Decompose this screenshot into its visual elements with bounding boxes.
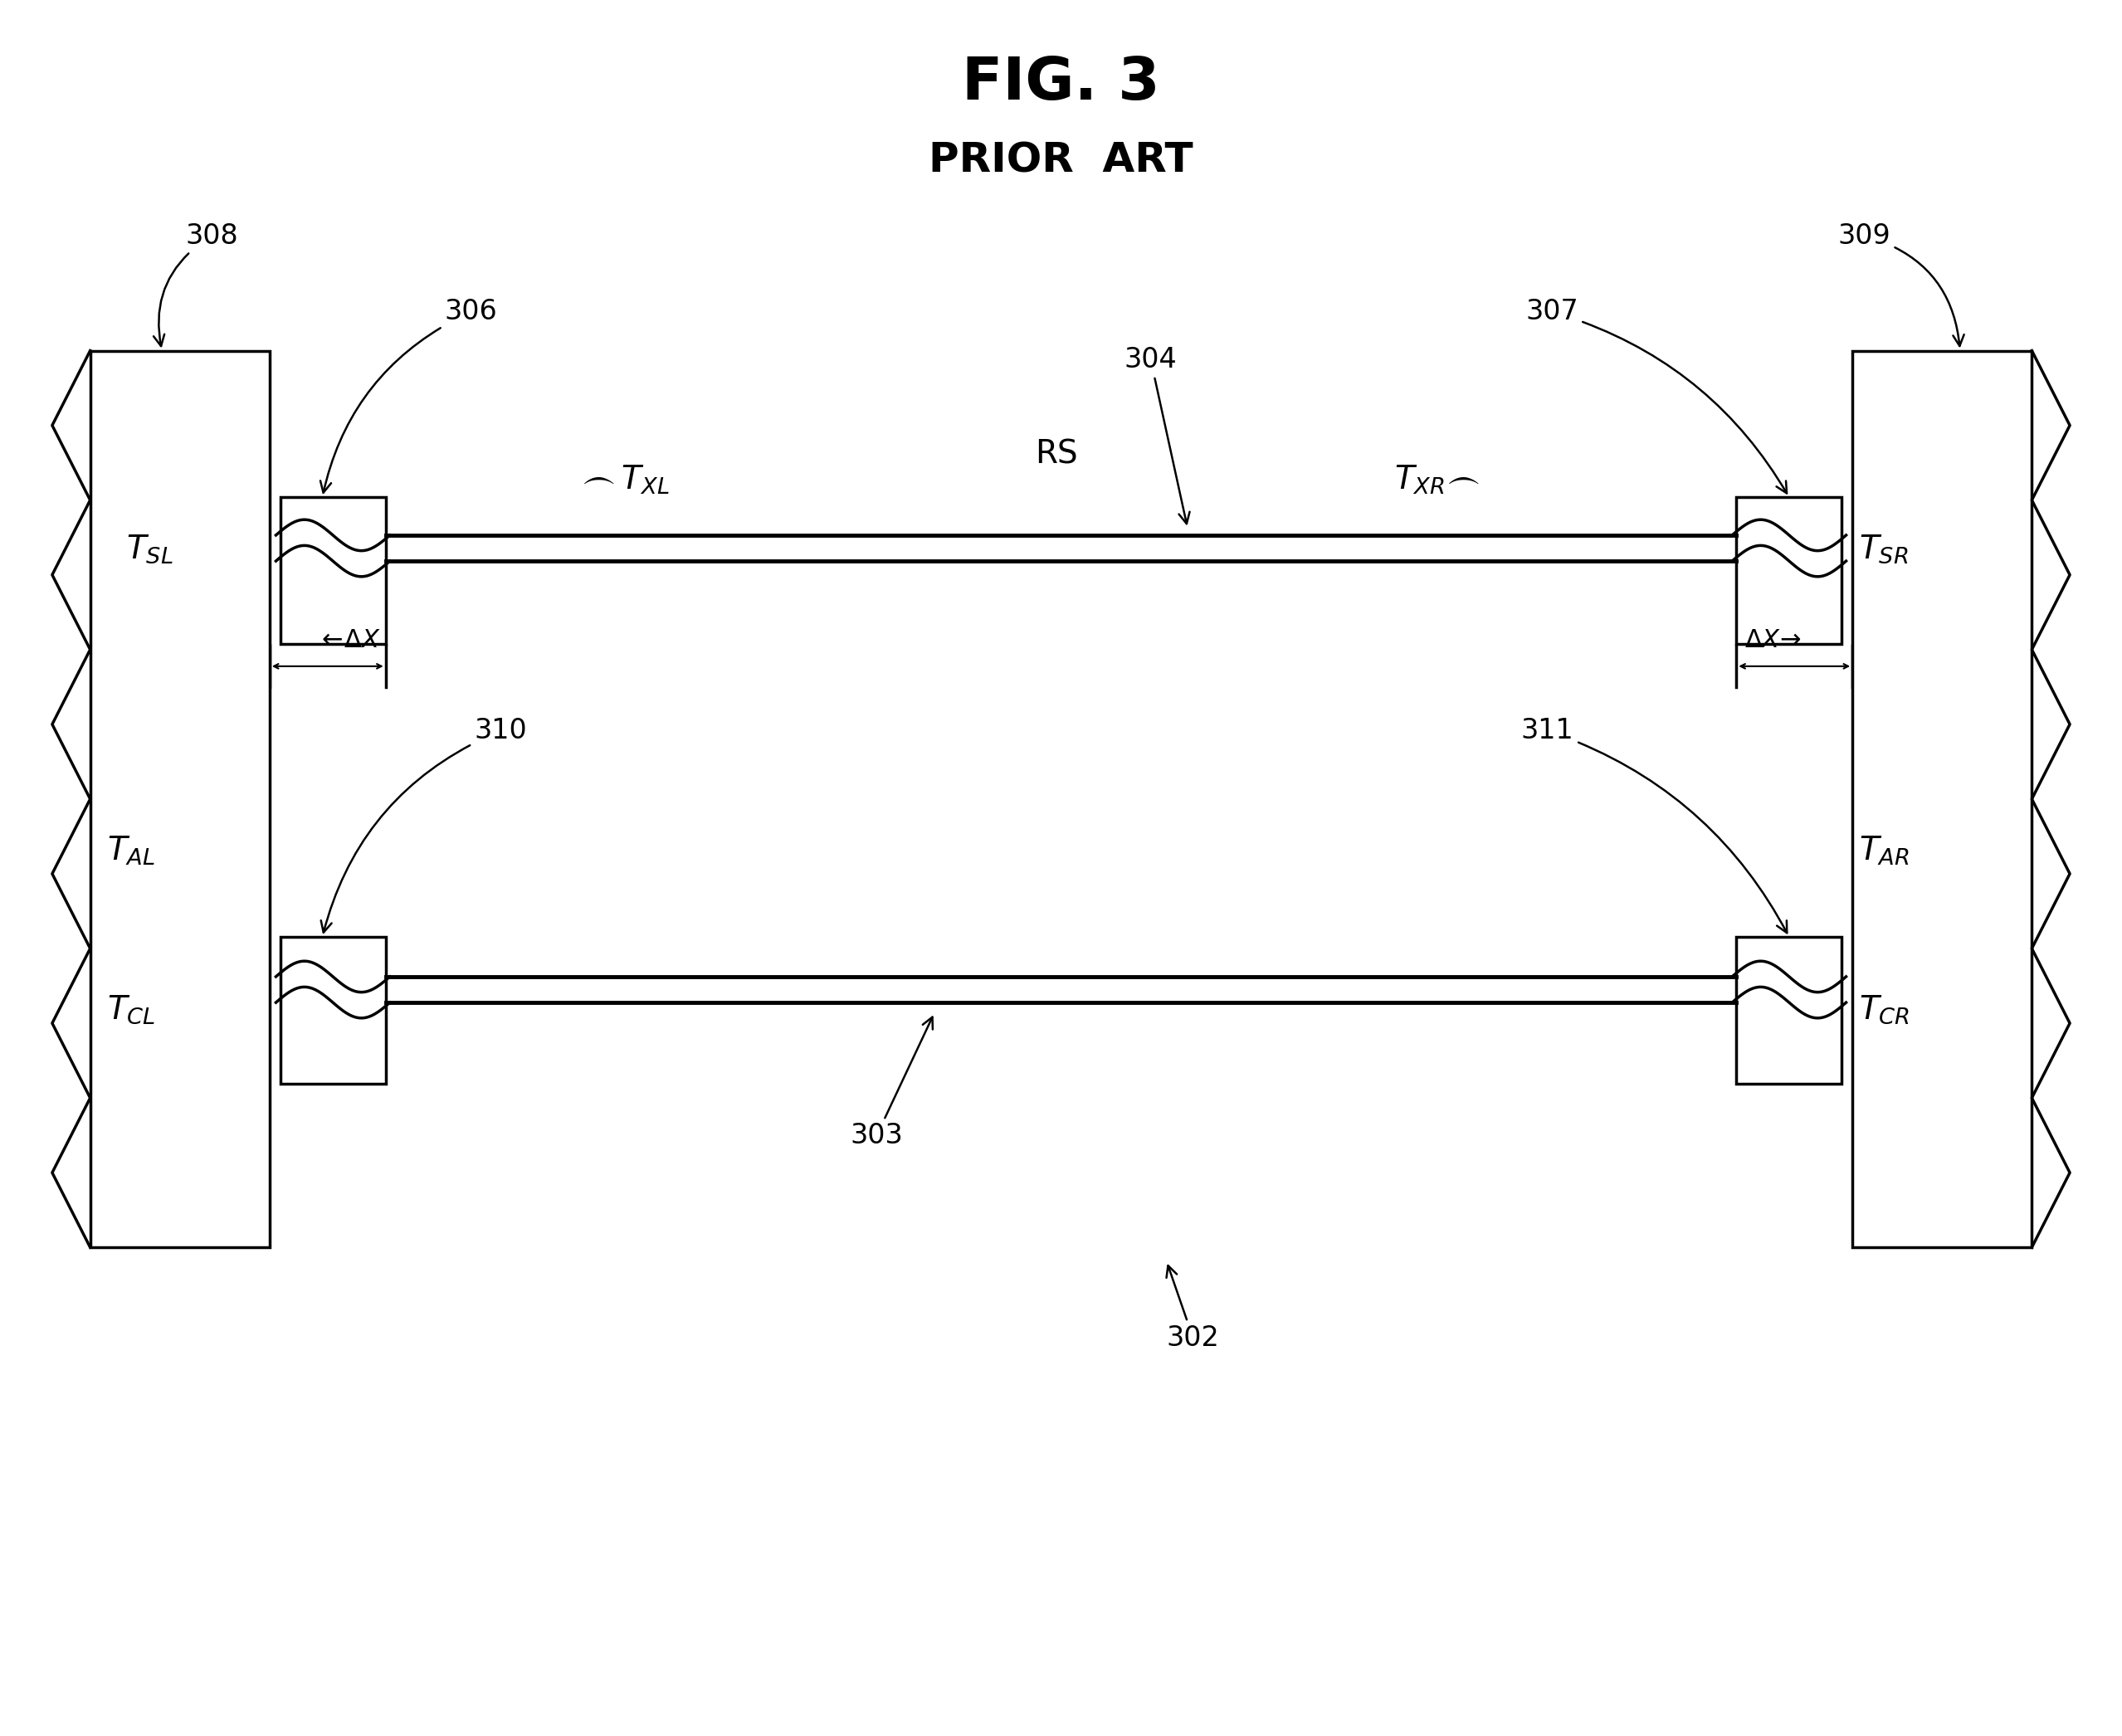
Bar [1736, 496, 1842, 644]
Text: $T_{AR}$: $T_{AR}$ [1859, 835, 1910, 866]
Text: 307: 307 [1526, 299, 1787, 493]
Bar [89, 351, 269, 1248]
Text: $\frown T_{XL}$: $\frown T_{XL}$ [575, 464, 668, 496]
Text: $T_{CL}$: $T_{CL}$ [106, 993, 155, 1026]
Text: FIG. 3: FIG. 3 [961, 56, 1161, 113]
Text: $T_{SR}$: $T_{SR}$ [1859, 533, 1908, 564]
Text: 306: 306 [320, 299, 499, 493]
Text: 302: 302 [1167, 1266, 1220, 1352]
Text: PRIOR  ART: PRIOR ART [929, 141, 1193, 181]
Bar [280, 496, 386, 644]
Bar [1853, 351, 2033, 1248]
Text: $\leftarrow\!\Delta X$: $\leftarrow\!\Delta X$ [316, 628, 380, 653]
Text: 304: 304 [1125, 345, 1190, 524]
Text: RS: RS [1036, 439, 1078, 470]
Text: $T_{CR}$: $T_{CR}$ [1859, 993, 1910, 1026]
Text: $\Delta X\!\rightarrow$: $\Delta X\!\rightarrow$ [1744, 628, 1802, 653]
Bar [280, 937, 386, 1083]
Text: 309: 309 [1838, 222, 1965, 345]
Text: $T_{AL}$: $T_{AL}$ [106, 835, 155, 866]
Text: 311: 311 [1521, 717, 1787, 932]
Text: 310: 310 [320, 717, 526, 932]
Bar [1736, 937, 1842, 1083]
Text: $T_{SL}$: $T_{SL}$ [125, 533, 174, 564]
Text: 308: 308 [153, 222, 238, 345]
Text: 303: 303 [851, 1017, 934, 1149]
Text: $T_{XR}\!\frown$: $T_{XR}\!\frown$ [1394, 464, 1479, 496]
